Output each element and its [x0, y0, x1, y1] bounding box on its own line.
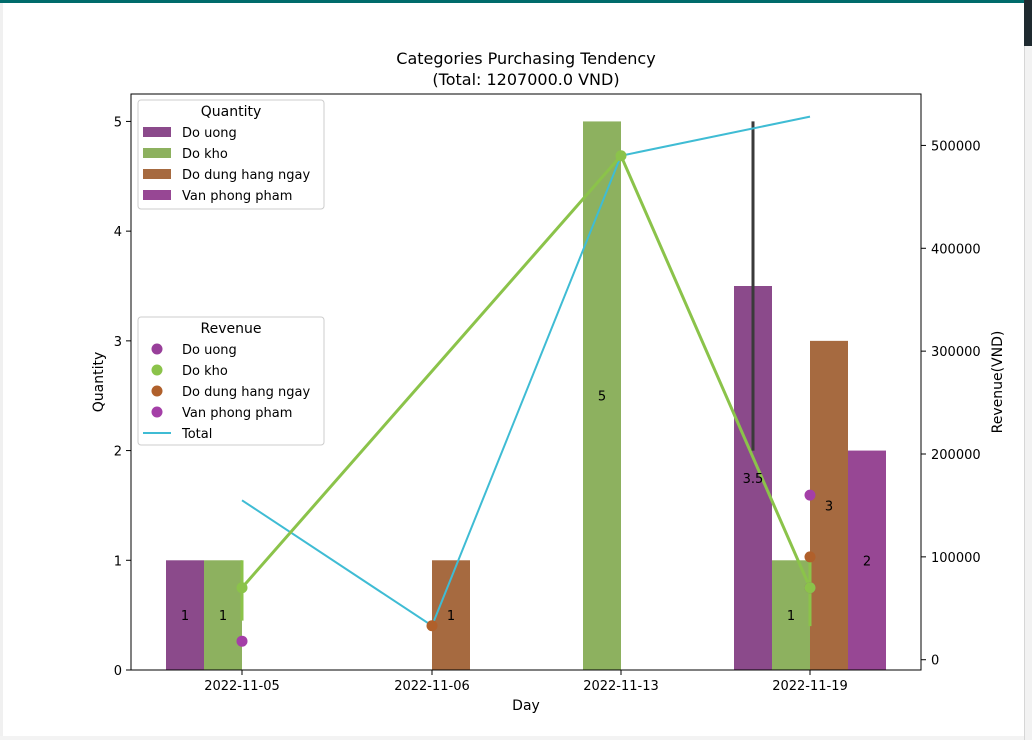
y2-tick-label: 500000: [931, 139, 981, 154]
bar-label-do-kho-2022-11-13: 5: [598, 390, 606, 405]
total-revenue-line: [241, 115, 811, 628]
bar-label-do-uong-2022-11-19: 3.5: [743, 472, 764, 487]
y2-axis-label: Revenue(VND): [990, 331, 1006, 434]
revenue-line-do-kho: [240, 152, 812, 589]
window-bottom-edge: [0, 736, 1024, 740]
legend-quantity-swatch-do-kho: [143, 148, 171, 158]
chart-subtitle: (Total: 1207000.0 VND): [432, 70, 619, 89]
y2-tick-label: 0: [931, 654, 939, 669]
bar-label-do-kho-2022-11-05: 1: [219, 609, 227, 624]
legend-quantity-swatch-van-phong-pham: [143, 190, 171, 200]
revenue-point-do-kho-2022-11-19: [804, 582, 816, 594]
legend-revenue-swatch-do-dung-hang-ngay: [151, 385, 163, 397]
legend-quantity-title: Quantity: [201, 104, 262, 120]
bar-label-do-dung-hang-ngay-2022-11-06: 1: [447, 609, 455, 624]
bars-layer: [166, 121, 886, 670]
bar-do-dung-hang-ngay-2022-11-19: [810, 340, 848, 670]
legend-revenue-label-do-dung-hang-ngay: Do dung hang ngay: [182, 385, 310, 400]
legend-quantity-label-do-dung-hang-ngay: Do dung hang ngay: [182, 168, 310, 183]
x-axis-label: Day: [512, 698, 540, 714]
revenue-points-layer: [236, 150, 816, 647]
revenue-point-do-kho-2022-11-13: [615, 150, 627, 162]
legend-quantity-label-do-kho: Do kho: [182, 147, 228, 162]
legend-revenue-label-do-uong: Do uong: [182, 343, 237, 358]
y2-tick-label: 200000: [931, 448, 981, 463]
legend-quantity-label-van-phong-pham: Van phong pham: [182, 189, 292, 204]
error-bars-layer: [240, 121, 812, 627]
legend-revenue-label-do-kho: Do kho: [182, 364, 228, 379]
window-right-edge: [1024, 0, 1032, 740]
revenue-point-van-phong-pham-2022-11-19: [804, 489, 816, 501]
legend-revenue-swatch-van-phong-pham: [151, 406, 163, 418]
y-tick-label: 0: [114, 664, 122, 679]
y-axis-label: Quantity: [91, 352, 107, 413]
bar-labels-layer: 1 3.5 1 5 1 1 3 2: [181, 390, 871, 624]
legend-quantity-swatch-do-dung-hang-ngay: [143, 169, 171, 179]
y-tick-label: 3: [114, 335, 122, 350]
plot-frame: [130, 93, 922, 671]
bar-do-uong-2022-11-05: [166, 560, 204, 670]
bar-label-do-kho-2022-11-19: 1: [787, 609, 795, 624]
bar-van-phong-pham-2022-11-19: [848, 450, 886, 670]
x-axis: 2022-11-05 2022-11-06 2022-11-13 2022-11-19: [204, 670, 848, 694]
legend-revenue-swatch-do-kho: [151, 364, 163, 376]
legend-revenue-box: [137, 316, 325, 446]
bar-do-kho-2022-11-19: [772, 560, 810, 670]
revenue-point-van-phong-pham-2022-11-05: [236, 635, 248, 647]
bar-do-kho-2022-11-13: [583, 121, 621, 670]
bar-do-kho-2022-11-05: [204, 560, 242, 670]
legend-quantity-swatch-do-uong: [143, 127, 171, 137]
bar-label-do-uong-2022-11-05: 1: [181, 609, 189, 624]
window-top-accent: [0, 0, 1032, 3]
y2-tick-label: 400000: [931, 242, 981, 257]
legend-revenue-title: Revenue: [201, 321, 262, 337]
legend-quantity: Quantity Do uong Do kho Do dung hang ngay V…: [137, 99, 325, 210]
chart-title: Categories Purchasing Tendency: [396, 49, 655, 68]
y2-tick-label: 100000: [931, 551, 981, 566]
x-tick-label: 2022-11-13: [583, 679, 659, 694]
legend-quantity-label-do-uong: Do uong: [182, 126, 237, 141]
window-left-edge: [0, 3, 3, 740]
y-tick-label: 1: [114, 554, 122, 569]
legend-revenue-label-van-phong-pham: Van phong pham: [182, 406, 292, 421]
y-tick-label: 5: [114, 115, 122, 130]
legend-revenue-swatch-do-uong: [151, 343, 163, 355]
y-axis-right: 0 100000 200000 300000 400000 500000: [921, 139, 981, 669]
revenue-lines-layer: [240, 115, 812, 628]
y-tick-label: 4: [114, 225, 122, 240]
bar-label-van-phong-pham-2022-11-19: 2: [863, 554, 871, 569]
revenue-point-do-dung-hang-ngay-2022-11-19: [804, 551, 816, 563]
y-tick-label: 2: [114, 445, 122, 460]
bar-label-do-dung-hang-ngay-2022-11-19: 3: [825, 499, 833, 514]
revenue-point-do-kho-2022-11-05: [236, 582, 248, 594]
legend-revenue: Revenue Do uong Do kho Do dung hang ngay Va…: [137, 316, 325, 446]
revenue-point-do-dung-hang-ngay-2022-11-06: [426, 620, 438, 632]
x-tick-label: 2022-11-05: [204, 679, 280, 694]
legend-quantity-box: [137, 99, 325, 210]
legend-revenue-label-total: Total: [181, 427, 212, 442]
x-tick-label: 2022-11-06: [394, 679, 470, 694]
y2-tick-label: 300000: [931, 345, 981, 360]
window-right-edge-dark: [1024, 0, 1032, 46]
x-tick-label: 2022-11-19: [772, 679, 848, 694]
y-axis-left: 0 1 2 3 4 5: [114, 115, 131, 679]
